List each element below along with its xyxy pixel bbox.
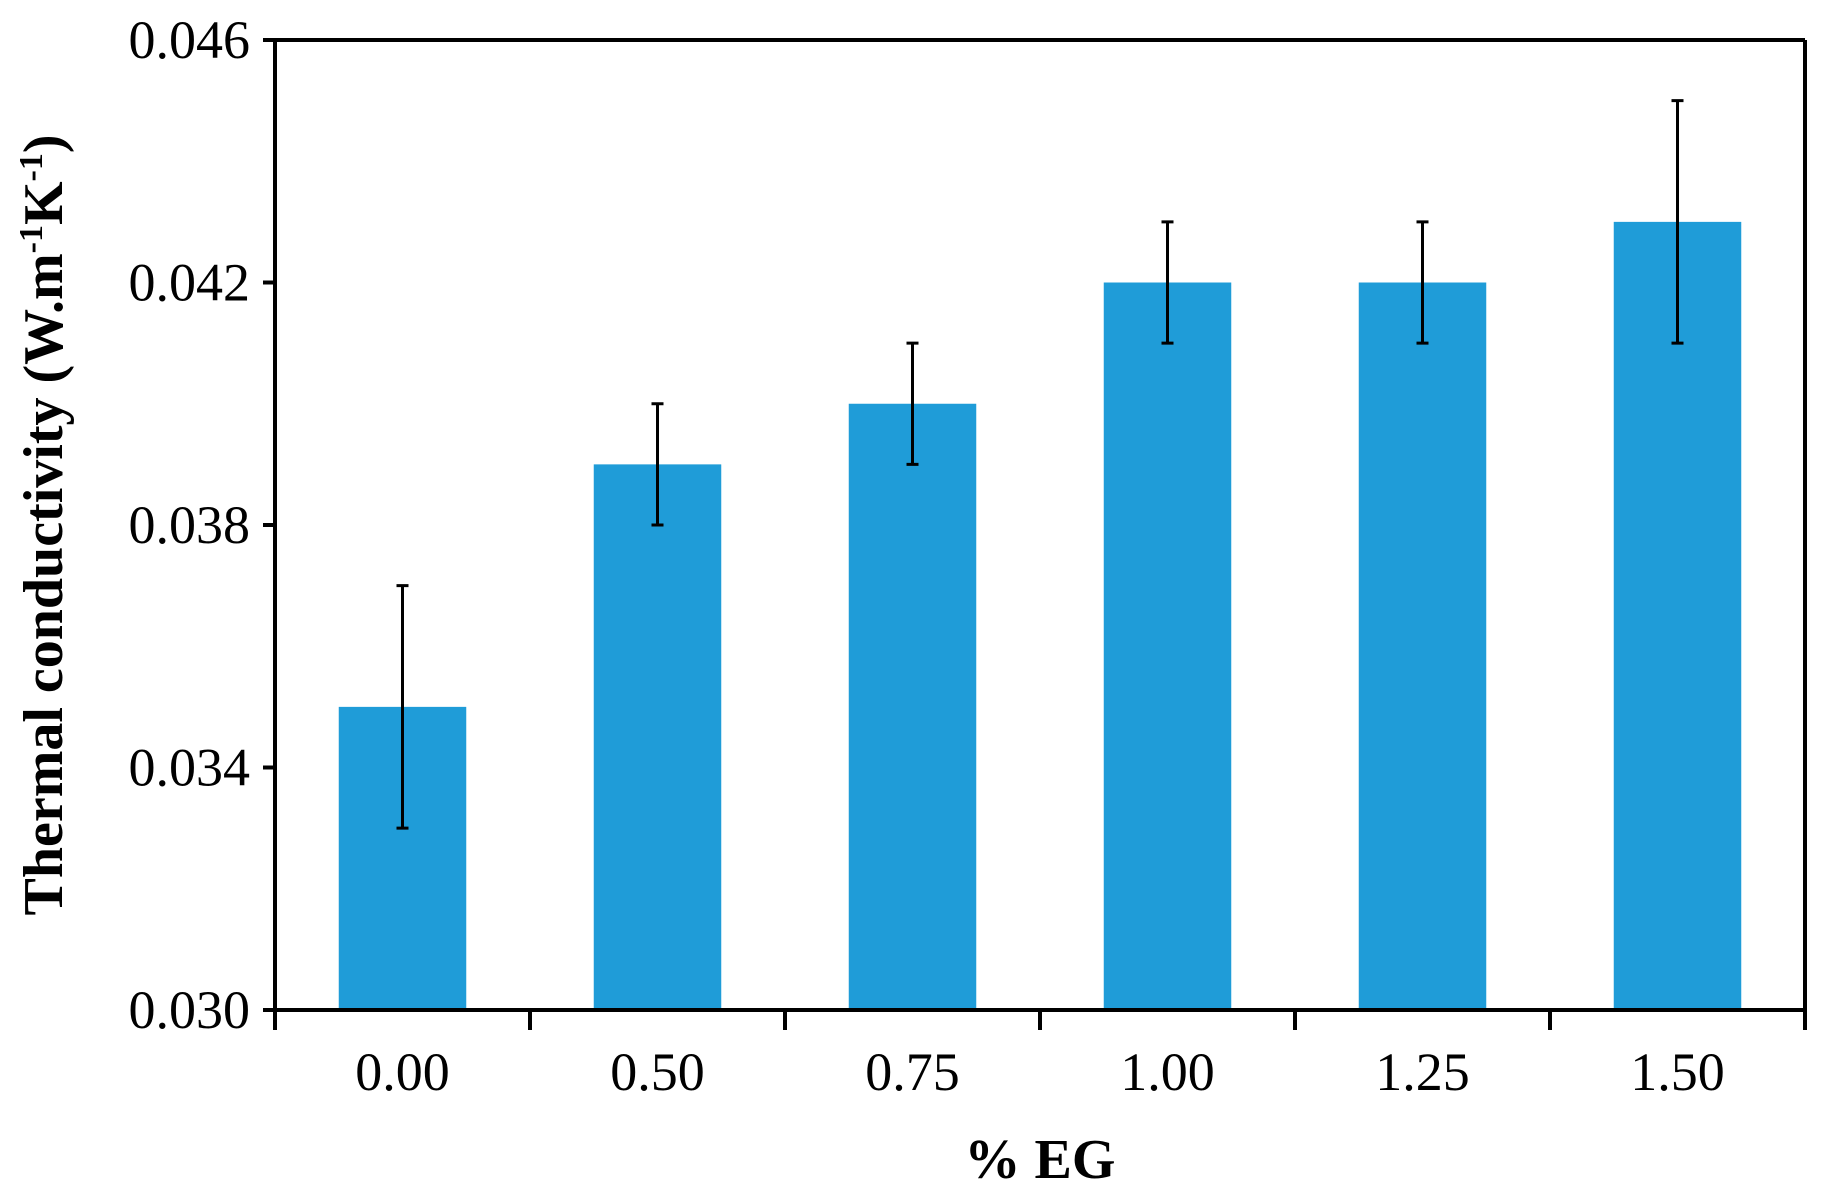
y-tick-label-0.030: 0.030: [129, 980, 251, 1040]
x-ticks-group: 0.00 0.50 0.75 1.00 1.25 1.50: [273, 1010, 1807, 1102]
y-tick-label-0.038: 0.038: [129, 495, 251, 555]
y-tick-label-0.042: 0.042: [129, 253, 251, 313]
bar-1.00: [1103, 282, 1232, 1010]
y-axis-title-exp1: -1: [13, 225, 50, 253]
bar-0.50: [593, 464, 722, 1010]
y-axis-title-close: ): [13, 134, 75, 153]
x-tick-label-1.25: 1.25: [1375, 1042, 1470, 1102]
bar-1.50: [1613, 221, 1742, 1010]
x-axis-title: % EG: [965, 1129, 1116, 1190]
y-ticks-group: 0.030 0.034 0.038 0.042 0.046: [129, 10, 275, 1040]
x-tick-label-0.50: 0.50: [610, 1042, 705, 1102]
x-tick-label-0.00: 0.00: [355, 1042, 450, 1102]
bars-group: [338, 221, 1742, 1010]
y-axis-title: Thermal conductivity (W.m-1K-1): [13, 134, 75, 915]
bar-0.75: [848, 403, 977, 1010]
x-tick-label-1.00: 1.00: [1120, 1042, 1215, 1102]
x-tick-label-1.50: 1.50: [1630, 1042, 1725, 1102]
y-tick-label-0.046: 0.046: [129, 10, 251, 70]
y-axis-title-unit: K: [13, 181, 75, 225]
y-axis-title-main: Thermal conductivity (W.m: [13, 253, 75, 915]
y-axis-title-exp2: -1: [13, 153, 50, 181]
x-tick-label-0.75: 0.75: [865, 1042, 960, 1102]
y-tick-label-0.034: 0.034: [129, 738, 251, 798]
bar-1.25: [1358, 282, 1487, 1010]
error-bars-group: [396, 99, 1684, 830]
